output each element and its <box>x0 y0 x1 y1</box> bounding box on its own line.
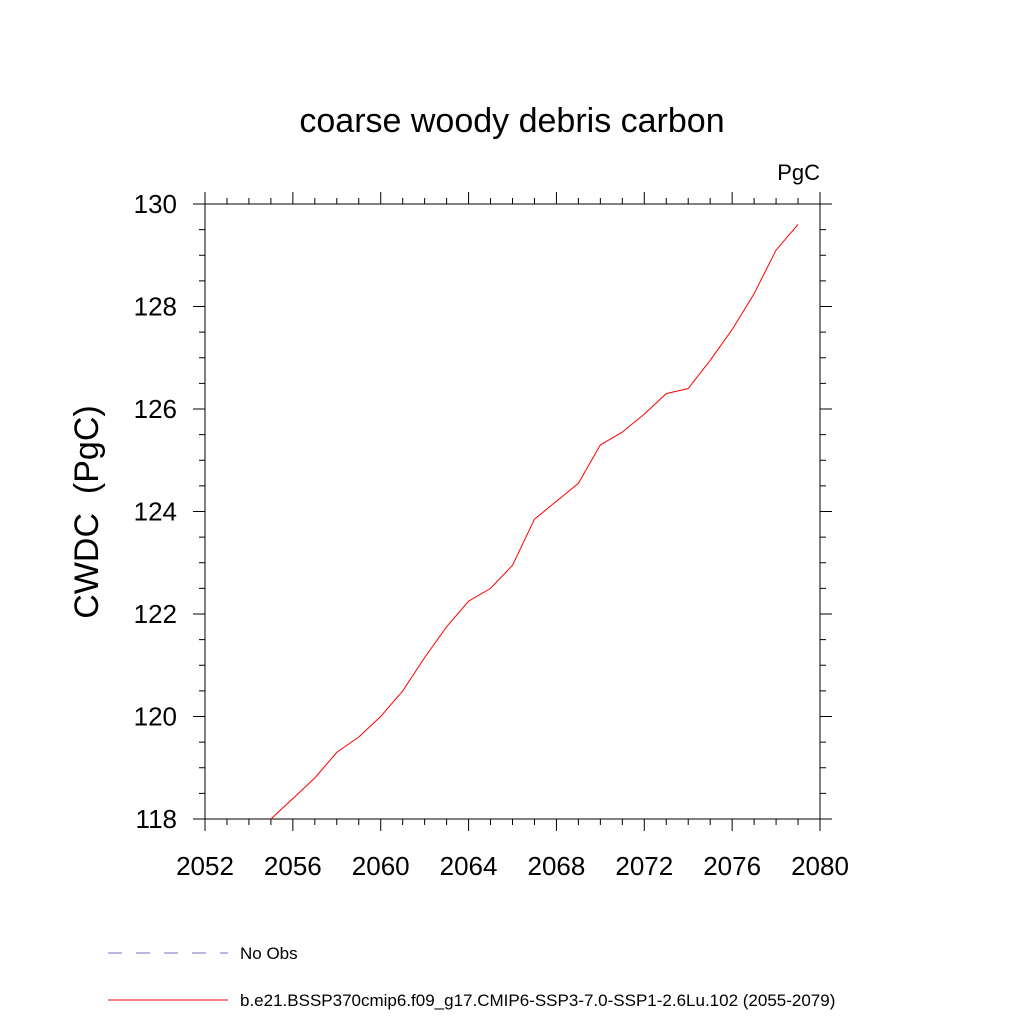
y-tick-label: 126 <box>134 394 177 424</box>
axis-ticks: 2052 2056 2060 2064 2068 2072 2076 2080 118 120 12… <box>134 189 849 881</box>
plot-frame <box>204 203 821 820</box>
x-tick-label: 2068 <box>528 851 586 881</box>
legend-label: b.e21.BSSP370cmip6.f09_g17.CMIP6-SSP3-7.… <box>240 991 835 1010</box>
legend-label: No Obs <box>240 944 298 963</box>
y-tick-label: 128 <box>134 292 177 322</box>
series-layer <box>270 224 799 820</box>
y-tick-label: 118 <box>136 804 177 834</box>
y-tick-label: 124 <box>134 497 177 527</box>
x-tick-label: 2060 <box>352 851 410 881</box>
x-tick-label: 2080 <box>791 851 849 881</box>
y-tick-label: 120 <box>134 702 177 732</box>
y-axis-label: CWDC (PgC) <box>68 405 106 618</box>
y-tick-label: 130 <box>134 189 177 219</box>
y-tick-label: 122 <box>134 599 177 629</box>
x-tick-label: 2076 <box>703 851 761 881</box>
units-label: PgC <box>777 160 820 185</box>
x-tick-label: 2056 <box>264 851 322 881</box>
chart-title: coarse woody debris carbon <box>299 102 724 140</box>
x-tick-label: 2064 <box>440 851 498 881</box>
x-tick-label: 2072 <box>615 851 673 881</box>
x-tick-label: 2052 <box>176 851 234 881</box>
legend: No Obs b.e21.BSSP370cmip6.f09_g17.CMIP6-S… <box>108 944 835 1010</box>
series-line <box>270 224 799 820</box>
